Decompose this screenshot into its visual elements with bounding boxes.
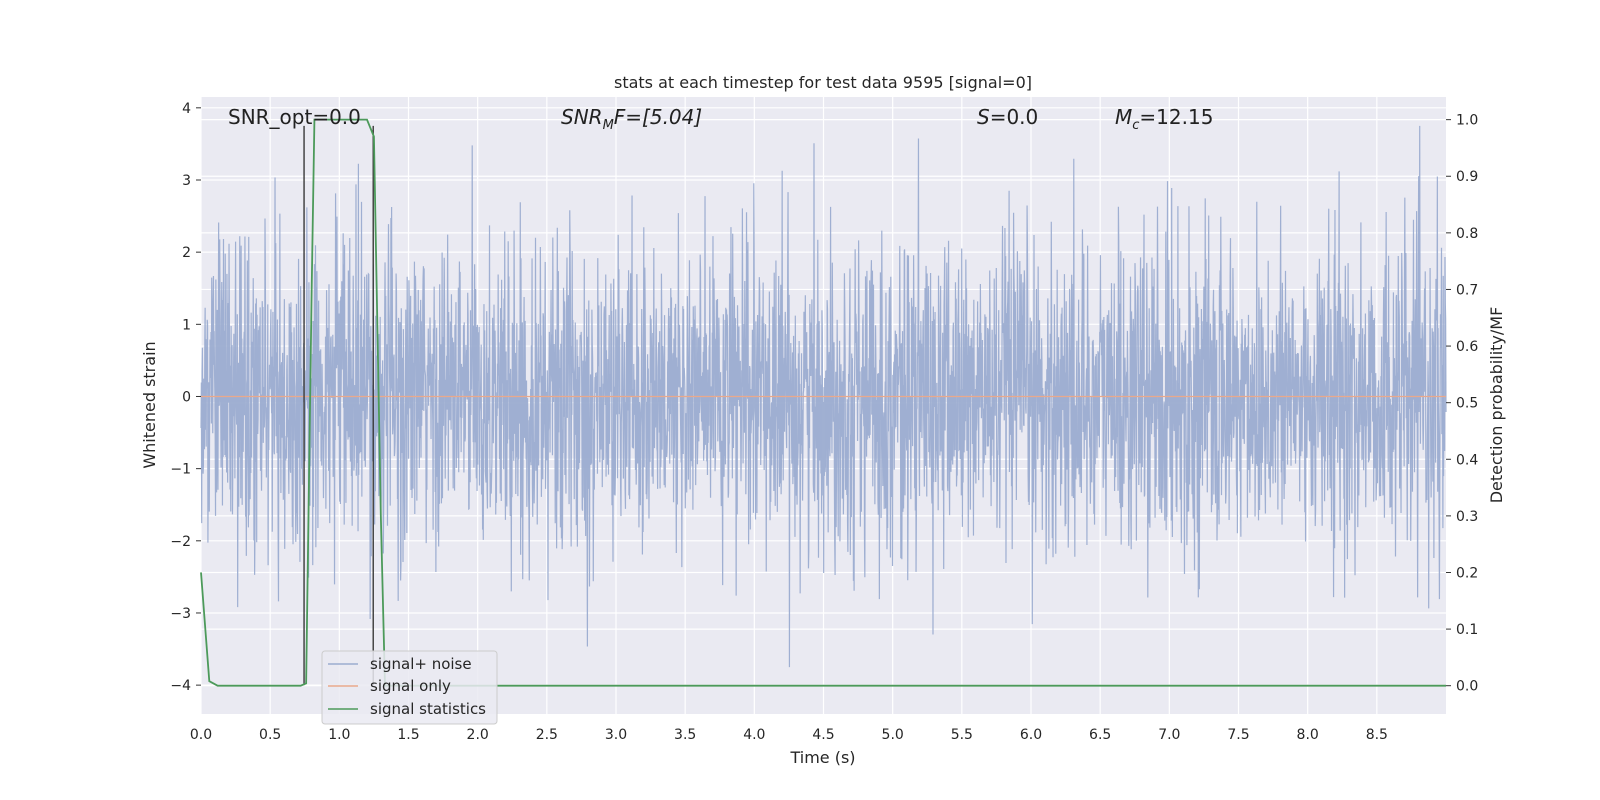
y-tick-label: 4: [182, 101, 191, 117]
y-tick-label: 0: [182, 389, 191, 405]
annotation-snr-mf-main: SNR: [561, 105, 603, 129]
signal-noise-line: [200, 125, 1447, 668]
legend-label-signal-statistics: signal statistics: [370, 700, 486, 718]
legend: signal+ noise signal only signal statist…: [321, 650, 498, 725]
x-tick-label: 6.0: [1020, 727, 1042, 743]
chart-title: stats at each timestep for test data 959…: [614, 73, 1032, 92]
annotation-mc-sub: c: [1132, 118, 1139, 133]
x-tick-label: 1.0: [328, 727, 350, 743]
y2-tick-label: 0.4: [1456, 452, 1478, 468]
y2-tick-label: 0.8: [1456, 226, 1478, 242]
x-axis-label: Time (s): [789, 748, 855, 767]
annotation-mc: Mc=12.15: [1115, 105, 1213, 133]
x-tick-label: 4.5: [812, 727, 834, 743]
x-tick-label: 7.0: [1158, 727, 1180, 743]
x-tick-label: 6.5: [1089, 727, 1111, 743]
vertical-marker-lines: [303, 125, 374, 686]
x-tick-label: 5.5: [951, 727, 973, 743]
y2-tick-label: 0.6: [1456, 339, 1478, 355]
x-tick-label: 3.5: [674, 727, 696, 743]
legend-label-signal-only: signal only: [370, 677, 451, 695]
annotation-snr-mf: SNRMF=[5.04]: [561, 105, 702, 133]
annotation-mc-main: M: [1115, 105, 1132, 129]
y-tick-label: 1: [182, 317, 191, 333]
y-tick-label: −4: [170, 678, 191, 694]
y-tick-label: −1: [170, 462, 191, 478]
x-tick-label: 2.5: [536, 727, 558, 743]
y2-tick-label: 0.0: [1456, 679, 1478, 695]
y2-tick-label: 1.0: [1456, 113, 1478, 129]
annotation-snr-mf-rest: F=[5.04]: [614, 105, 702, 129]
legend-label-signal-noise: signal+ noise: [370, 655, 472, 673]
x-tick-label: 2.0: [467, 727, 489, 743]
x-tick-label: 7.5: [1227, 727, 1249, 743]
y-axis-ticks: 4 3 2 1 0 −1 −2 −3 −4: [170, 101, 201, 694]
legend-box: [321, 650, 498, 725]
y-tick-label: −3: [170, 606, 191, 622]
x-tick-label: 8.0: [1297, 727, 1319, 743]
y2-tick-label: 0.5: [1456, 396, 1478, 412]
annotation-snr-mf-sub: M: [603, 118, 614, 133]
y2-tick-label: 0.3: [1456, 509, 1478, 525]
x-tick-label: 3.0: [605, 727, 627, 743]
y-tick-label: 3: [182, 173, 191, 189]
y-axis-label: Whitened strain: [140, 341, 159, 468]
y2-tick-label: 0.7: [1456, 282, 1478, 298]
annotation-snr-opt: SNR_opt=0.0: [228, 105, 361, 129]
annotation-s-italic: S: [977, 105, 990, 129]
x-tick-label: 4.0: [743, 727, 765, 743]
x-axis-ticks: 0.0 0.5 1.0 1.5 2.0 2.5 3.0 3.5 4.0 4.5 5.0 5.5 6.0 6…: [190, 727, 1388, 743]
x-tick-label: 5.0: [882, 727, 904, 743]
x-tick-label: 0.5: [259, 727, 281, 743]
x-tick-label: 8.5: [1366, 727, 1388, 743]
x-tick-label: 0.0: [190, 727, 212, 743]
y2-tick-label: 0.9: [1456, 169, 1478, 185]
x-tick-label: 1.5: [397, 727, 419, 743]
annotation-mc-rest: =12.15: [1139, 105, 1213, 129]
y2-axis-label: Detection probability/MF: [1487, 307, 1506, 504]
annotation-s: S=0.0: [977, 105, 1038, 129]
y2-axis-ticks: 1.0 0.9 0.8 0.7 0.6 0.5 0.4 0.3 0.2 0.1 0.0: [1446, 113, 1478, 695]
y-tick-label: −2: [170, 534, 191, 550]
signal-noise-series: [200, 125, 1447, 668]
annotation-s-rest: =0.0: [990, 105, 1039, 129]
y-tick-label: 2: [182, 245, 191, 261]
y2-tick-label: 0.2: [1456, 565, 1478, 581]
y2-tick-label: 0.1: [1456, 622, 1478, 638]
